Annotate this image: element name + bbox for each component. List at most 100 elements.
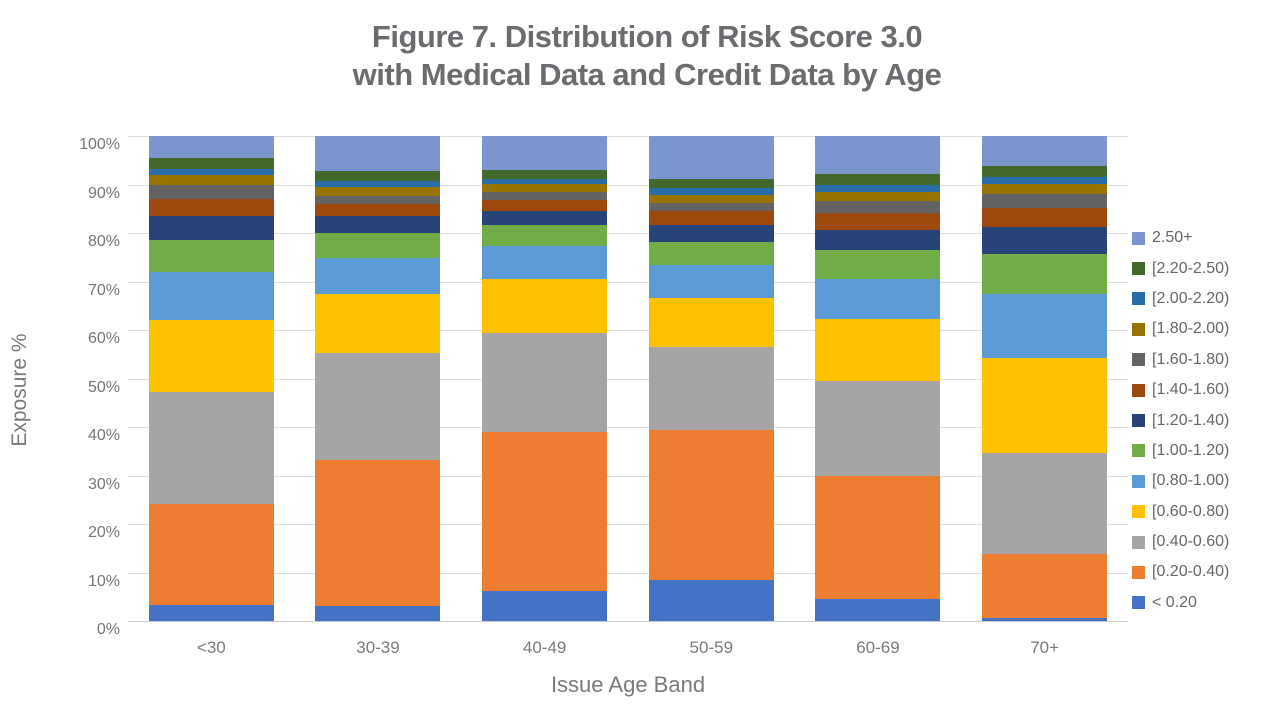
legend-item: [2.20-2.50) (1132, 253, 1229, 283)
bar-segment (648, 225, 774, 243)
bar-segment (815, 185, 941, 192)
x-axis-category-label: 60-69 (856, 638, 900, 657)
legend-label: < 0.20 (1152, 593, 1197, 611)
y-axis-tick-text: 0% (96, 621, 120, 638)
y-axis-title: Exposure % (8, 333, 31, 447)
y-axis-tick-text: 10% (87, 572, 120, 590)
x-axis-title: Issue Age Band (550, 672, 706, 697)
bar-slot-<30 (128, 136, 295, 621)
bar-segment (648, 179, 774, 189)
bar-segment (315, 136, 441, 172)
bar-column-70+ (982, 136, 1108, 621)
legend-swatch (1132, 262, 1145, 276)
bar-column-40-49 (482, 136, 608, 621)
bar-segment (148, 174, 274, 186)
y-axis-tick-text: 60% (87, 330, 120, 347)
bar-segment (315, 233, 441, 259)
bar-segment (148, 392, 274, 505)
gridline (128, 281, 1128, 283)
legend-item: [1.40-1.60) (1132, 375, 1229, 405)
bar-segment (982, 184, 1108, 195)
legend-item: [0.20-0.40) (1132, 557, 1229, 587)
chart-title-line1: Figure 7. Distribution of Risk Score 3.0 (371, 19, 923, 54)
y-axis-tick-text: 70% (87, 281, 120, 299)
bar-segment (482, 333, 608, 432)
legend-label: [1.20-1.40) (1152, 411, 1230, 429)
legend-swatch (1132, 353, 1145, 367)
bar-segment (482, 431, 608, 592)
x-axis-category-label: 30-39 (356, 638, 400, 657)
legend-item: [1.60-1.80) (1132, 345, 1229, 375)
bar-slot-70+ (961, 136, 1128, 621)
bar-segment (815, 598, 941, 621)
bar-segment (315, 180, 441, 188)
bar-segment (648, 188, 774, 196)
bar-segment (482, 200, 608, 211)
bar-segment (982, 453, 1108, 554)
bar-segment (148, 185, 274, 200)
bar-segment (315, 187, 441, 196)
y-axis-tick-text: 50% (87, 378, 120, 396)
legend-label: [2.00-2.20) (1152, 289, 1230, 307)
bar-segment (815, 380, 941, 476)
bar-segment (148, 605, 274, 621)
bar-segment (315, 203, 441, 217)
bar-segment (315, 258, 441, 294)
legend-swatch (1132, 474, 1145, 488)
bar-segment (482, 179, 608, 185)
gridline (128, 572, 1128, 574)
chart-title: Figure 7. Distribution of Risk Score 3.0… (0, 18, 1280, 94)
bar-segment (815, 250, 941, 279)
bar-segment (482, 169, 608, 180)
legend-label: [1.40-1.60) (1152, 381, 1230, 399)
bar-segment (482, 278, 608, 334)
legend-label: [1.60-1.80) (1152, 350, 1230, 368)
bars (128, 136, 1128, 621)
y-axis-tick-text: 90% (87, 184, 120, 202)
chart-title-line2: with Medical Data and Credit Data by Age (352, 57, 942, 92)
bar-segment (982, 617, 1108, 621)
bar-column-30-39 (315, 136, 441, 621)
x-axis-category-label: 70+ (1030, 638, 1060, 657)
bar-column-<30 (148, 136, 274, 621)
legend-swatch (1132, 596, 1145, 610)
gridline (128, 330, 1128, 331)
legend-swatch (1132, 444, 1145, 458)
legend-label: [1.00-1.20) (1152, 441, 1230, 459)
bar-segment (148, 215, 274, 241)
bar-segment (815, 475, 941, 599)
bar-segment (648, 579, 774, 621)
legend-swatch (1132, 383, 1145, 397)
bar-segment (982, 194, 1108, 209)
legend-item: [0.60-0.80) (1132, 497, 1229, 527)
bar-segment (648, 211, 774, 226)
plot-area (128, 136, 1128, 622)
legend-item: [1.20-1.40) (1132, 405, 1229, 435)
legend-label: [1.80-2.00) (1152, 320, 1230, 338)
bar-segment (315, 293, 441, 353)
x-axis-category-label: <30 (196, 638, 226, 657)
bar-segment (982, 136, 1108, 167)
legend-item: [1.80-2.00) (1132, 314, 1229, 344)
legend-label: [0.80-1.00) (1152, 472, 1230, 490)
bar-segment (148, 199, 274, 216)
bar-segment (648, 298, 774, 347)
legend-label: [0.40-0.60) (1152, 533, 1230, 551)
bar-segment (482, 191, 608, 201)
bar-segment (982, 176, 1108, 185)
bar-segment (482, 246, 608, 279)
legend-item: [0.80-1.00) (1132, 466, 1229, 496)
bar-segment (148, 157, 274, 169)
bar-segment (315, 195, 441, 204)
bar-segment (482, 184, 608, 192)
gridline (128, 475, 1128, 477)
bar-segment (982, 293, 1108, 358)
legend-label: [0.60-0.80) (1152, 502, 1230, 520)
bar-segment (148, 168, 274, 175)
bar-segment (648, 136, 774, 180)
legend-label: [2.20-2.50) (1152, 259, 1230, 277)
y-axis-tick-text: 30% (87, 475, 120, 493)
legend-swatch (1132, 292, 1145, 306)
bar-segment (982, 208, 1108, 227)
